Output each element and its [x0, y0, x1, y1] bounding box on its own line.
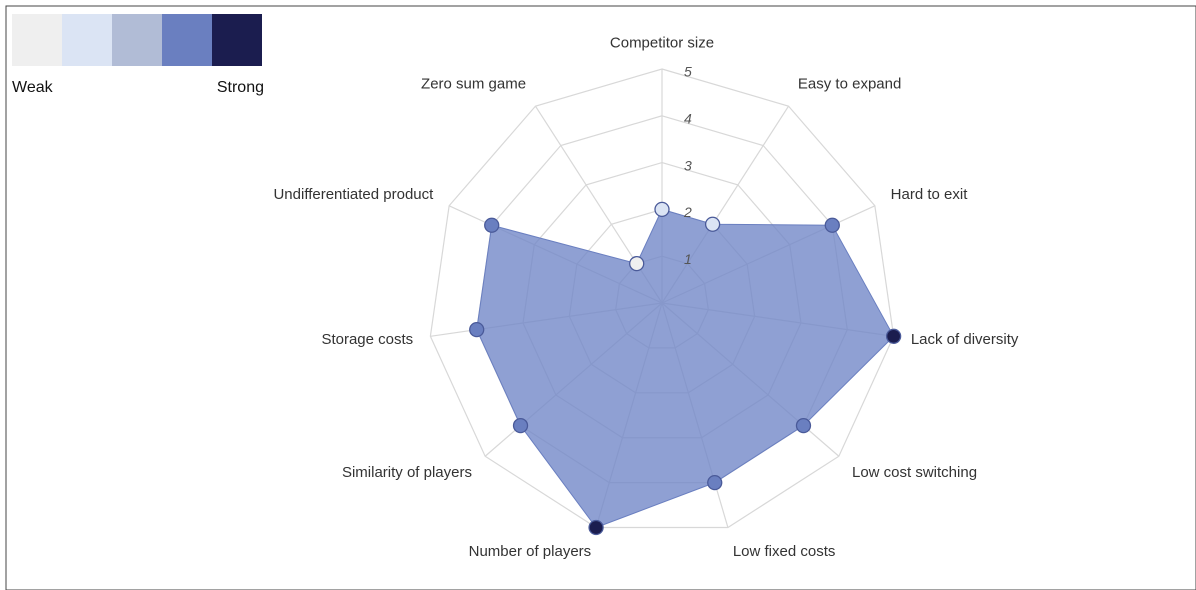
category-label: Storage costs [321, 331, 413, 348]
point [707, 474, 723, 491]
category-label: Low cost switching [852, 464, 977, 481]
legend-label: Strong [217, 79, 264, 96]
point [795, 417, 812, 434]
point [704, 216, 721, 232]
legend-label: Weak [12, 79, 54, 96]
point [824, 217, 840, 233]
r-tick-label: 4 [684, 111, 692, 127]
area [476, 208, 895, 529]
category-label: Number of players [469, 543, 592, 560]
r-tick-label: 3 [684, 157, 692, 173]
r-tick-label: 1 [684, 251, 692, 267]
category-label: Easy to expand [798, 76, 901, 93]
legend-swatch [212, 14, 262, 66]
category-label: Undifferentiated product [273, 186, 434, 203]
legend-swatch [12, 14, 62, 66]
point [629, 255, 645, 272]
legend-swatch [62, 14, 112, 66]
legend-swatch [162, 14, 212, 66]
r-tick-label: 5 [684, 64, 692, 80]
category-label: Competitor size [610, 35, 714, 52]
point [885, 328, 902, 344]
point [588, 519, 604, 536]
category-label: Zero sum game [421, 76, 526, 93]
r-tick-label: 2 [683, 204, 692, 220]
point [654, 201, 670, 218]
point [484, 217, 500, 233]
category-label: Low fixed costs [733, 543, 836, 560]
category-label: Lack of diversity [911, 331, 1019, 348]
point [512, 417, 529, 434]
point [469, 321, 485, 338]
legend-swatch [112, 14, 162, 66]
category-label: Hard to exit [891, 186, 969, 203]
grid-ring [429, 68, 895, 529]
category-label: Similarity of players [342, 464, 472, 481]
